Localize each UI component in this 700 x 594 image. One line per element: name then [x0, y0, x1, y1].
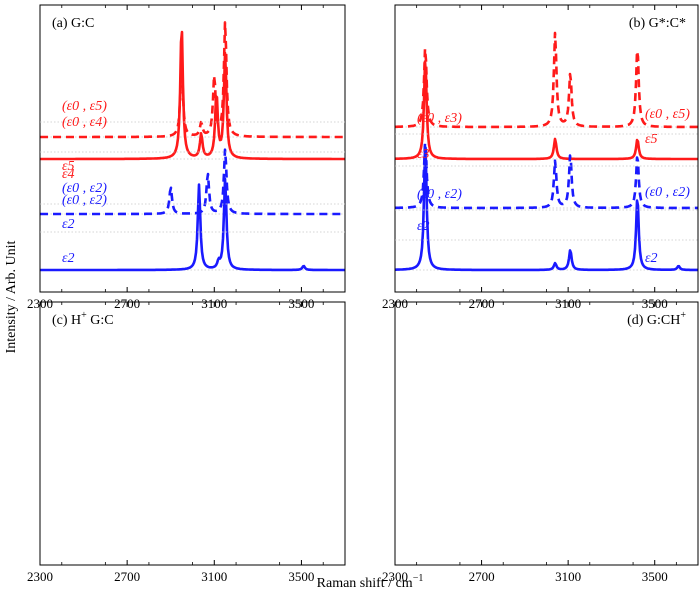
x-tick-label: 2300: [27, 569, 53, 584]
plot-frame: [394, 301, 699, 566]
x-tick-label: 3500: [642, 569, 668, 584]
x-axis-label: Raman shift / cm−1: [317, 573, 424, 591]
series-name-label: (ε0 , ε5): [645, 107, 690, 122]
series-name-label: (ε0 , ε3): [417, 111, 462, 126]
x-tick-label: 3100: [201, 569, 227, 584]
series-name-label: ε3: [417, 147, 430, 162]
series-name-label: ε2: [645, 251, 658, 266]
series-name-label: ε5: [62, 159, 75, 174]
panel-title: (c) H+ G:C: [52, 310, 114, 328]
series-line-red-dashed: [395, 31, 698, 129]
x-axis-label-main: Raman shift / cm: [317, 576, 413, 591]
x-tick-label: 2700: [469, 569, 495, 584]
series-line-blue-solid: [40, 221, 345, 232]
panel-title-rest: G:C: [87, 313, 114, 328]
panel-title-main: (a) G:C: [52, 16, 94, 31]
x-tick-label: 2700: [114, 569, 140, 584]
panel-title: (d) G:CH+: [627, 310, 686, 328]
panel-title-main: (c) H: [52, 313, 81, 328]
panel-title-main: (b) G*:C*: [629, 16, 686, 31]
series-line-red-solid: [395, 60, 698, 161]
chart-panel-3: (ε0 , ε5) ε5 (ε0 , ε2) ε2 2300 2700 3100 3500 (c…: [27, 10, 346, 584]
series-name-label: ε2: [62, 217, 75, 232]
series-name-label: (ε0 , ε4): [62, 115, 107, 130]
series-line-red-solid: [40, 30, 345, 161]
series-line-red-dashed: [40, 21, 345, 139]
series-name-label: (ε0 , ε2): [417, 187, 462, 202]
panel-title-main: (d) G:CH: [627, 313, 680, 328]
series-name-label: (ε0 , ε2): [62, 181, 107, 196]
series-line-blue-dashed: [40, 148, 345, 216]
y-axis-label: Intensity / Arb. Unit: [4, 241, 19, 354]
series-name-label: (ε0 , ε2): [645, 185, 690, 200]
series-name-label: (ε0 , ε5): [62, 99, 107, 114]
x-axis-label-unit-sup: −1: [413, 573, 424, 584]
series-name-label: ε2: [417, 219, 430, 234]
series-line-blue-dashed: [395, 141, 698, 210]
series-name-label: ε4: [62, 167, 75, 182]
series-line-blue-solid: [40, 177, 345, 272]
plot-frame: [39, 301, 346, 566]
series-line-red-solid: [40, 10, 345, 152]
chart-panel-4: (ε0 , ε3) ε3 (ε0 , ε2) ε2 2300 2700 3100 3500 (d…: [382, 111, 699, 584]
series-name-label: ε2: [62, 251, 75, 266]
panel-title-sup: +: [81, 310, 87, 321]
panel-title-sup: +: [680, 310, 686, 321]
plot-frame: [394, 4, 699, 293]
series-name-label: (ε0 , ε2): [62, 193, 107, 208]
x-tick-label: 3100: [555, 569, 581, 584]
series-name-label: ε5: [645, 132, 658, 147]
plot-frame: [39, 4, 346, 293]
series-line-blue-solid: [395, 145, 698, 272]
panel-title: (a) G:C: [52, 16, 94, 31]
panel-title: (b) G*:C*: [629, 16, 686, 31]
x-tick-label: 3500: [288, 569, 314, 584]
x-tick-label: 2300: [382, 569, 408, 584]
